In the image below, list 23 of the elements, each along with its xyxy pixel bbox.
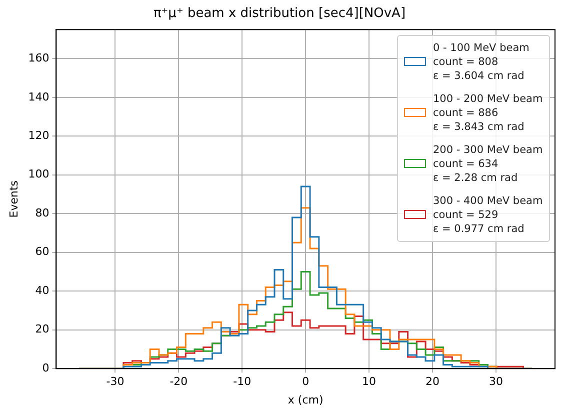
y-tick-label: 120 — [28, 129, 50, 142]
legend-label: 300 - 400 MeV beam count = 529 ε = 0.977 cm rad — [433, 194, 543, 236]
x-axis-title: x (cm) — [288, 393, 324, 406]
y-tick-label: 20 — [35, 322, 50, 336]
y-axis-title: Events — [7, 180, 20, 218]
x-tick-label: -30 — [106, 375, 124, 388]
y-tick-label: 100 — [28, 168, 50, 181]
y-tick-label: 0 — [42, 361, 50, 374]
x-tick-label: 20 — [426, 375, 440, 388]
y-tick-label: 80 — [35, 206, 50, 220]
chart-title: π⁺μ⁺ beam x distribution [sec4][NOvA] — [153, 6, 406, 22]
x-tick-label: -20 — [170, 375, 188, 388]
y-tick-label: 40 — [35, 284, 50, 297]
legend-label: 100 - 200 MeV beam count = 886 ε = 3.843 cm rad — [433, 92, 543, 134]
legend-label: 200 - 300 MeV beam count = 634 ε = 2.28 cm rad — [433, 142, 543, 185]
x-tick-label: 0 — [302, 375, 310, 388]
legend-label: 0 - 100 MeV beam count = 808 ε = 3.604 cm rad — [433, 40, 530, 83]
y-tick-label: 140 — [28, 90, 50, 104]
x-tick-label: -10 — [233, 375, 252, 388]
y-tick-label: 60 — [35, 245, 50, 258]
y-tick-label: 160 — [28, 52, 50, 65]
x-tick-label: 30 — [488, 375, 503, 388]
x-tick-label: 10 — [362, 375, 376, 388]
